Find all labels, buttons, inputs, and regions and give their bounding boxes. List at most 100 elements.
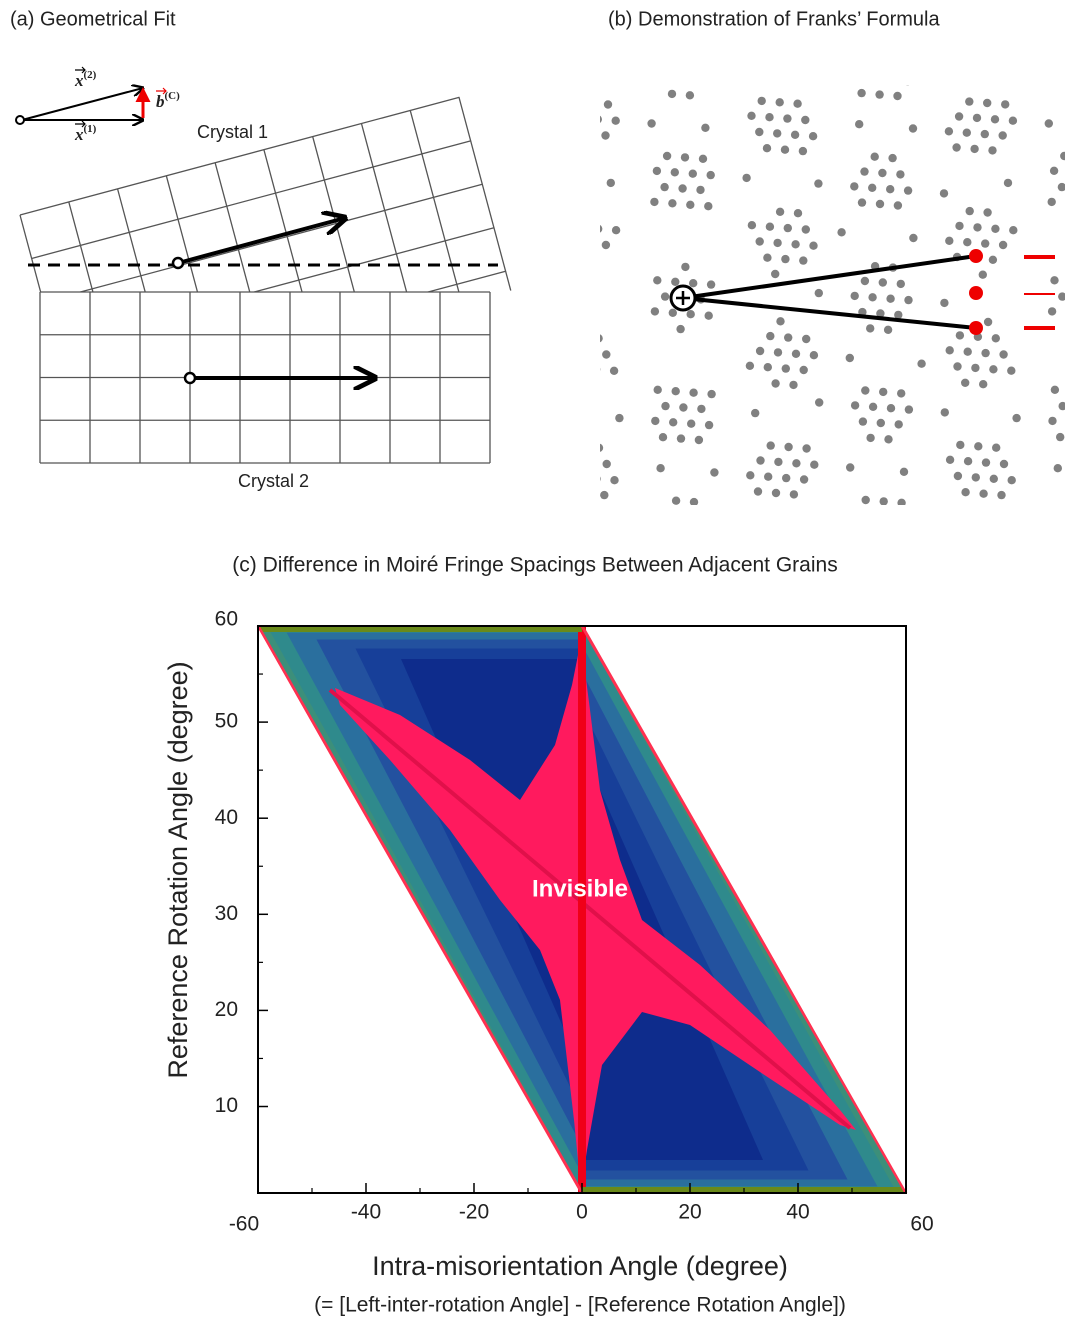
lattice-dot (755, 346, 765, 356)
panel-b: (b) Demonstration of Franks’ Formula (591, 8, 1070, 505)
lattice-dot (757, 96, 766, 106)
lattice-dot (974, 442, 983, 451)
lattice-dot (591, 146, 599, 154)
lattice-dot (860, 167, 869, 176)
lattice-dot (1065, 199, 1070, 207)
lattice-dot (689, 279, 698, 288)
lattice-dot (991, 224, 1000, 233)
lattice-dot (669, 418, 678, 427)
lattice-dot (893, 91, 902, 101)
grid-line (360, 123, 414, 292)
lattice-dot (1057, 182, 1065, 192)
vector-superscript: (1) (84, 123, 97, 135)
lattice-dot (801, 115, 810, 125)
lattice-dot (747, 111, 756, 121)
lattice-dot (983, 317, 993, 327)
lattice-dot (790, 130, 800, 139)
x-axis-label: Intra-misorientation Angle (degree) (372, 1251, 788, 1281)
lattice-dot (971, 473, 980, 482)
vector-symbol: x (74, 71, 84, 90)
x-tick-label: 60 (910, 1213, 933, 1236)
lattice-dot (1009, 226, 1018, 235)
lattice-dot (602, 459, 611, 469)
vector-label: b(C) (156, 90, 180, 111)
lattice-dot (896, 170, 905, 179)
lattice-dot (775, 98, 784, 107)
lattice-dot (776, 317, 785, 326)
lattice-dot (837, 228, 846, 237)
annotation: Invisible (532, 875, 628, 902)
lattice-dot (783, 114, 792, 123)
origin (171, 256, 185, 270)
lattice-dot (845, 353, 854, 363)
lattice-dot (745, 361, 755, 370)
lattice-dot (814, 288, 823, 298)
lattice-dot (600, 476, 601, 482)
grid-line (214, 162, 268, 292)
lattice-dot (861, 386, 870, 395)
lattice-dot (1007, 366, 1016, 375)
lattice-dot (962, 128, 971, 137)
lattice-dot (686, 200, 695, 209)
lattice-dot (973, 223, 982, 232)
lattice-dot (694, 435, 704, 445)
franks-line (682, 296, 977, 330)
contour-ridge (578, 626, 586, 1193)
lattice-dot (696, 76, 704, 84)
lattice-dot (878, 168, 887, 178)
lattice-dot (653, 276, 662, 285)
red-dot (969, 249, 983, 263)
lattice-dot (704, 420, 714, 430)
lattice-dot (868, 402, 878, 411)
crystal-label: Crystal 1 (197, 122, 268, 142)
contour-field (256, 625, 908, 1194)
lattice-dot (600, 115, 602, 123)
lattice-dot (706, 280, 716, 289)
lattice-dot (781, 254, 790, 264)
lattice-dot (791, 240, 800, 249)
lattice-dot (793, 99, 802, 108)
red-dot (969, 321, 983, 335)
lattice-dot (894, 310, 903, 320)
lattice-dot (858, 417, 868, 426)
vector-over-arrow (156, 87, 167, 95)
vector-superscript: (2) (84, 69, 97, 81)
lattice-dot (917, 359, 926, 368)
lattice-dot (676, 434, 686, 443)
lattice-dot (972, 113, 982, 123)
lattice-dot (879, 497, 888, 505)
lattice-dot (600, 490, 609, 500)
lattice-dot (671, 496, 681, 505)
lattice-dot (668, 199, 677, 208)
lattice-dot (647, 119, 656, 128)
lattice-dot (697, 404, 706, 414)
lattice-dot (771, 269, 780, 279)
lattice-dot (978, 270, 987, 279)
lattice-dot (793, 209, 803, 218)
lattice-dot (999, 350, 1008, 359)
lattice-dot (670, 168, 679, 177)
lattice-dot (963, 457, 973, 466)
lattice-dot (688, 169, 697, 178)
grid-line (19, 214, 73, 292)
lattice-dot (782, 473, 791, 483)
lattice-dot (875, 90, 884, 99)
lattice-dot (610, 476, 619, 485)
lattice-dot (799, 256, 808, 265)
vector-arrow (21, 88, 143, 121)
x-tick-label: 0 (576, 1201, 588, 1224)
lattice-dot (706, 170, 715, 180)
lattice-dot (981, 239, 990, 248)
grid-line (19, 96, 460, 216)
lattice-dot (789, 380, 798, 390)
lattice-dot (689, 497, 699, 505)
lattice-dot (991, 334, 1000, 343)
lattice-dot (810, 460, 819, 469)
lattice-dot (886, 294, 895, 303)
lattice-dot (602, 350, 611, 359)
lattice-dot (753, 487, 763, 496)
lattice-dot (956, 440, 965, 450)
lattice-dot (970, 144, 979, 154)
lattice-dot (773, 129, 782, 138)
lattice-dot (955, 331, 965, 340)
